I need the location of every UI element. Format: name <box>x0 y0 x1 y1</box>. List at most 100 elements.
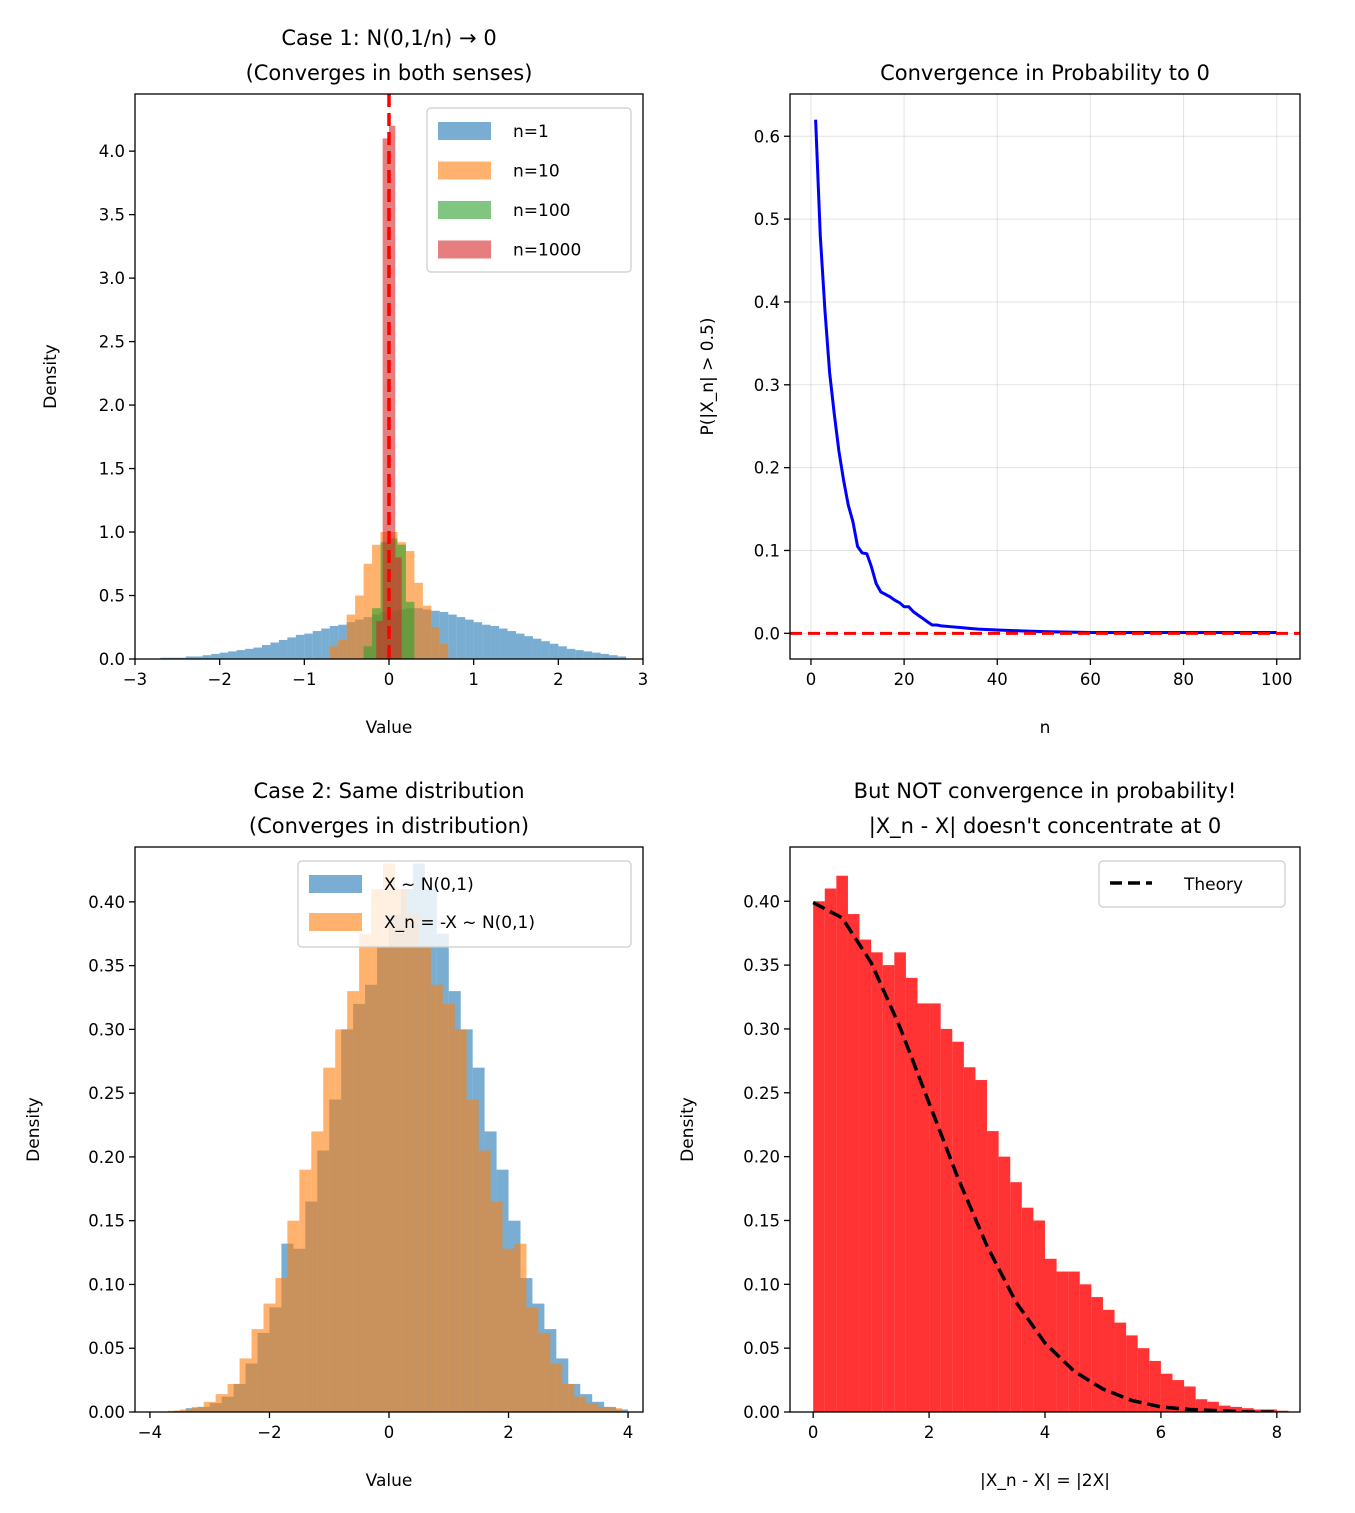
y-tick-label: 0.2 <box>754 459 780 478</box>
histogram-bar <box>219 652 229 659</box>
histogram-bar <box>526 1307 539 1412</box>
legend-box <box>297 860 632 948</box>
histogram-bar <box>1010 1182 1022 1412</box>
legend-label: Theory <box>1183 875 1243 895</box>
y-tick-label: 0.40 <box>88 893 125 912</box>
histogram-series-1 <box>813 875 1289 1412</box>
histogram-bar <box>524 636 533 659</box>
histogram-bar <box>586 1403 599 1412</box>
plot-area <box>160 94 627 659</box>
histogram-bar <box>270 642 279 659</box>
chart-title: Case 1: N(0,1/n) → 0 <box>281 26 496 50</box>
x-tick-label: 8 <box>1272 1423 1283 1442</box>
chart-title: Case 2: Same distribution <box>253 779 524 803</box>
legend-swatch <box>438 122 491 140</box>
histogram-bar <box>347 991 360 1412</box>
histogram-bar <box>442 1003 455 1412</box>
x-tick-label: 40 <box>987 670 1008 689</box>
histogram-bar <box>550 1363 563 1412</box>
y-tick-label: 0.0 <box>754 624 780 643</box>
histogram-bar <box>185 656 195 659</box>
y-tick-label: 0.5 <box>754 210 780 229</box>
y-tick-label: 1.5 <box>99 460 125 479</box>
histogram-bar <box>1184 1386 1196 1412</box>
histogram-series-2 <box>167 863 623 1412</box>
histogram-bar <box>975 1080 988 1412</box>
y-tick-label: 0.20 <box>743 1148 780 1167</box>
y-tick-label: 0.40 <box>743 892 780 911</box>
histogram-bar <box>813 901 825 1412</box>
histogram-bar <box>836 875 848 1412</box>
histogram-bar <box>382 138 389 659</box>
x-tick-label: 60 <box>1080 670 1101 689</box>
histogram-bar <box>321 628 330 659</box>
histogram-bar <box>312 631 322 659</box>
chart-title: Convergence in Probability to 0 <box>880 61 1210 85</box>
histogram-bar <box>1149 1360 1161 1412</box>
histogram-bar <box>1056 1271 1069 1412</box>
histogram-bar <box>516 633 525 659</box>
histogram-bar <box>987 1131 999 1412</box>
y-tick-label: 0.30 <box>88 1020 125 1039</box>
y-tick-label: 0.35 <box>743 956 780 975</box>
histogram-bar <box>963 1067 976 1412</box>
histogram-bar <box>894 952 906 1412</box>
histogram-bar <box>376 620 383 659</box>
x-tick-label: 80 <box>1173 670 1194 689</box>
y-axis-label: Density <box>41 344 61 409</box>
x-tick-label: −4 <box>138 1423 162 1442</box>
plot-frame <box>789 93 1301 660</box>
x-axis-label: n <box>1040 718 1051 738</box>
x-tick-label: 2 <box>503 1423 514 1442</box>
legend-swatch <box>309 875 362 893</box>
legend-label: X ~ N(0,1) <box>384 875 474 895</box>
histogram-bar <box>1126 1335 1138 1412</box>
plot-area <box>167 863 629 1412</box>
histogram-bar <box>299 1169 312 1412</box>
histogram-bar <box>359 933 372 1412</box>
histogram-bar <box>1102 1309 1115 1412</box>
histogram-bar <box>406 914 419 1412</box>
y-axis-label: P(|X_n| > 0.5) <box>698 318 718 436</box>
theory-line <box>812 900 1277 1412</box>
x-tick-label: 3 <box>638 670 649 689</box>
x-tick-label: 0 <box>384 1423 395 1442</box>
histogram-bar <box>245 648 254 659</box>
histogram-bar <box>882 965 895 1412</box>
histogram-bar <box>847 914 860 1412</box>
x-tick-label: −1 <box>292 670 316 689</box>
legend-swatch <box>309 913 362 931</box>
histogram-bar <box>363 563 373 659</box>
legend-label: n=100 <box>513 201 570 221</box>
histogram-series-4 <box>376 125 402 659</box>
histogram-bar <box>616 1409 629 1412</box>
y-tick-label: 0.5 <box>99 587 125 606</box>
histogram-bar <box>541 641 550 659</box>
histogram-bar <box>998 1156 1011 1412</box>
chart-title: (Converges in both senses) <box>246 61 533 85</box>
histogram-bar <box>824 888 837 1412</box>
histogram-bar <box>414 582 423 659</box>
chart-4: 0 2 4 6 8 0.00 0.05 0.10 0.15 0.20 0.25 0.30 0.35 0.4… <box>678 779 1301 1491</box>
legend: X ~ N(0,1) X_n = -X ~ N(0,1) <box>297 860 632 948</box>
histogram-bar <box>490 1201 503 1412</box>
histogram-bar <box>253 647 262 659</box>
histogram-bar <box>1137 1348 1150 1412</box>
histogram-bar <box>439 612 449 659</box>
histogram-bar <box>473 622 483 659</box>
histogram-bar <box>179 1409 192 1412</box>
histogram-bar <box>1218 1405 1231 1412</box>
histogram-bar <box>323 1067 336 1412</box>
histogram-bar <box>598 1406 611 1412</box>
histogram-bar <box>228 651 237 659</box>
histogram-bar <box>1242 1408 1254 1412</box>
histogram-bar <box>262 645 271 659</box>
y-tick-label: 0.15 <box>88 1212 125 1231</box>
y-tick-label: 0.3 <box>754 376 780 395</box>
x-tick-label: 0 <box>806 670 817 689</box>
y-tick-label: 0.25 <box>743 1084 780 1103</box>
histogram-bar <box>609 655 618 659</box>
histogram-bar <box>562 1383 575 1412</box>
x-tick-label: 2 <box>553 670 564 689</box>
histogram-bar <box>295 634 305 659</box>
